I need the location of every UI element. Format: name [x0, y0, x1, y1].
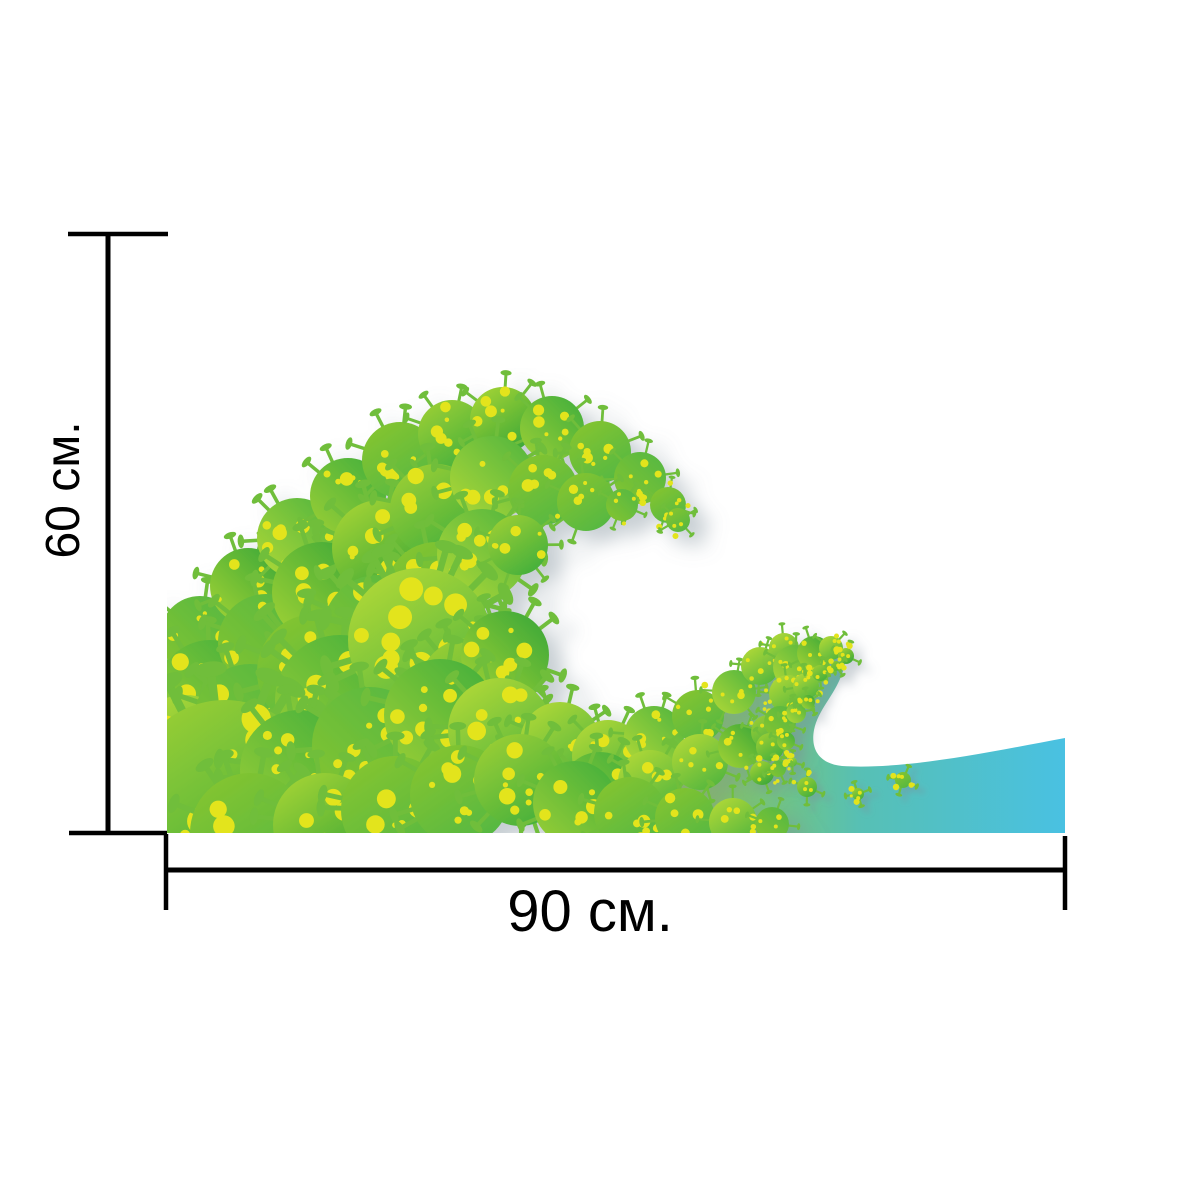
virus-ball — [824, 656, 848, 678]
virus-ball — [729, 636, 791, 698]
height-dimension: 60 см. — [37, 231, 168, 836]
width-label: 90 см. — [507, 879, 673, 944]
virus-ball — [792, 686, 822, 717]
virus-ball — [886, 763, 919, 797]
wave-artwork — [167, 370, 1065, 833]
virus-ball — [750, 726, 791, 770]
virus-ball — [658, 501, 698, 540]
virus-ball — [473, 499, 564, 589]
main-wave-crest — [167, 370, 810, 833]
floating-virus-particles — [788, 763, 919, 809]
virus-ball — [695, 784, 766, 833]
virus-ball — [830, 639, 862, 672]
virus-ball — [597, 481, 648, 531]
virus-ball — [778, 748, 805, 776]
width-dimension: 90 см. — [163, 834, 1068, 944]
virus-ball — [744, 796, 801, 833]
virus-ball — [761, 752, 795, 785]
virus-ball — [768, 723, 804, 760]
virus-ball — [699, 657, 769, 725]
small-wave-crest — [741, 625, 862, 795]
virus-ball — [788, 767, 826, 807]
virus-ball — [843, 780, 872, 809]
height-label: 60 см. — [37, 421, 90, 558]
